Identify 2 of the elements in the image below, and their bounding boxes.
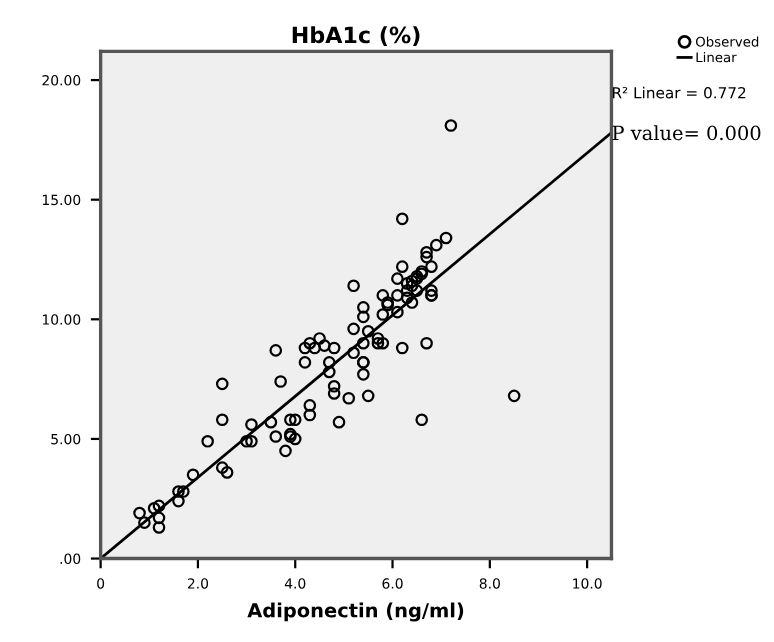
chart-title: HbA1c (%): [292, 26, 420, 46]
x-axis-title: Adiponectin (ng/ml): [247, 602, 464, 622]
